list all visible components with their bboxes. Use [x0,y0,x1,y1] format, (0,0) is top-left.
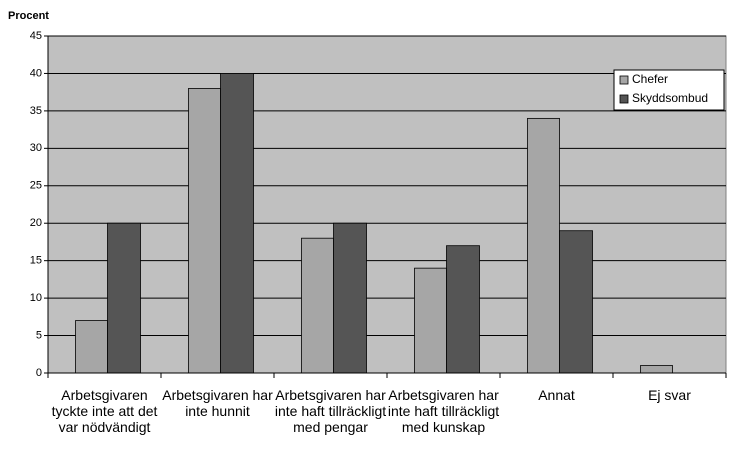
bar [301,237,334,374]
x-tick-label: Ej svar [648,387,691,403]
bar [333,222,367,374]
bar [446,245,480,374]
x-tick-label: Arbetsgivaren har inte haft tillräckligt… [387,387,500,435]
legend-swatch [619,75,629,85]
bar [75,320,108,374]
x-tick-label: Arbetsgivaren tyckte inte att det var nö… [51,387,158,435]
x-tick-label: Annat [538,387,575,403]
y-axis-label: Procent [8,10,49,22]
bar [414,267,447,374]
y-tick-label: 45 [30,30,42,42]
legend [613,69,725,111]
y-tick-label: 25 [30,180,42,192]
y-tick-label: 30 [30,142,42,154]
bar [527,117,560,374]
legend-label: Skyddsombud [632,91,708,105]
y-tick-label: 5 [36,329,42,341]
y-tick-label: 15 [30,255,42,267]
bar [559,230,593,374]
y-tick-label: 0 [36,367,42,379]
legend-swatch [619,94,629,104]
bar [107,222,141,374]
y-tick-label: 10 [30,292,42,304]
bar [640,365,673,374]
y-tick-label: 35 [30,105,42,117]
bar [188,88,221,374]
x-tick-label: Arbetsgivaren har inte hunnit [162,387,273,419]
y-tick-label: 20 [30,217,42,229]
bar [220,73,254,374]
legend-label: Chefer [632,72,668,86]
x-tick-label: Arbetsgivaren har inte haft tillräckligt… [274,387,387,435]
plot-area [47,35,727,374]
y-tick-label: 40 [30,67,42,79]
